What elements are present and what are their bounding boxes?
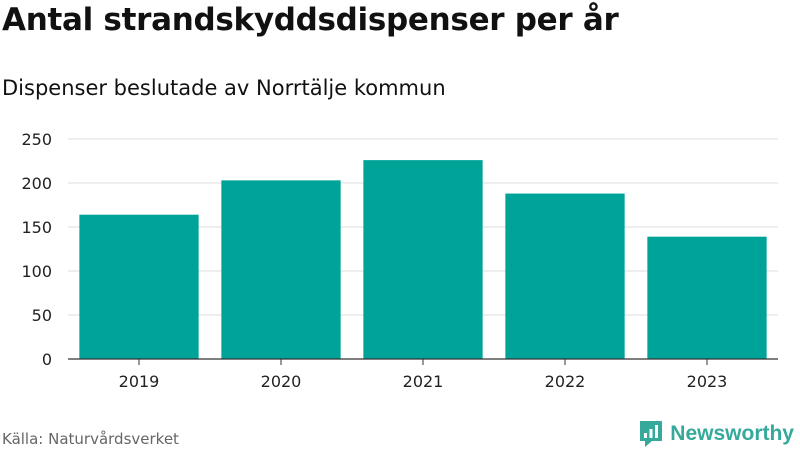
bar [647,236,767,359]
x-tick-label: 2023 [687,372,728,391]
y-tick-label: 100 [21,262,52,281]
x-tick-label: 2020 [261,372,302,391]
y-tick-label: 150 [21,218,52,237]
y-tick-label: 0 [42,350,52,369]
bar [221,180,341,359]
brand-logo[interactable]: Newsworthy [638,419,794,449]
bar [363,160,483,359]
y-tick-label: 200 [21,174,52,193]
y-tick-label: 250 [21,130,52,149]
chart-title: Antal strandskyddsdispenser per år [2,2,619,38]
chart-subtitle: Dispenser beslutade av Norrtälje kommun [2,76,446,100]
x-tick-label: 2022 [545,372,586,391]
newsworthy-logo-icon [640,421,663,447]
y-tick-label: 50 [32,306,52,325]
source-note: Källa: Naturvårdsverket [2,430,179,448]
bar [505,193,625,359]
bar [79,214,199,359]
x-tick-label: 2021 [403,372,444,391]
x-tick-label: 2019 [119,372,160,391]
brand-name: Newsworthy [670,422,794,445]
